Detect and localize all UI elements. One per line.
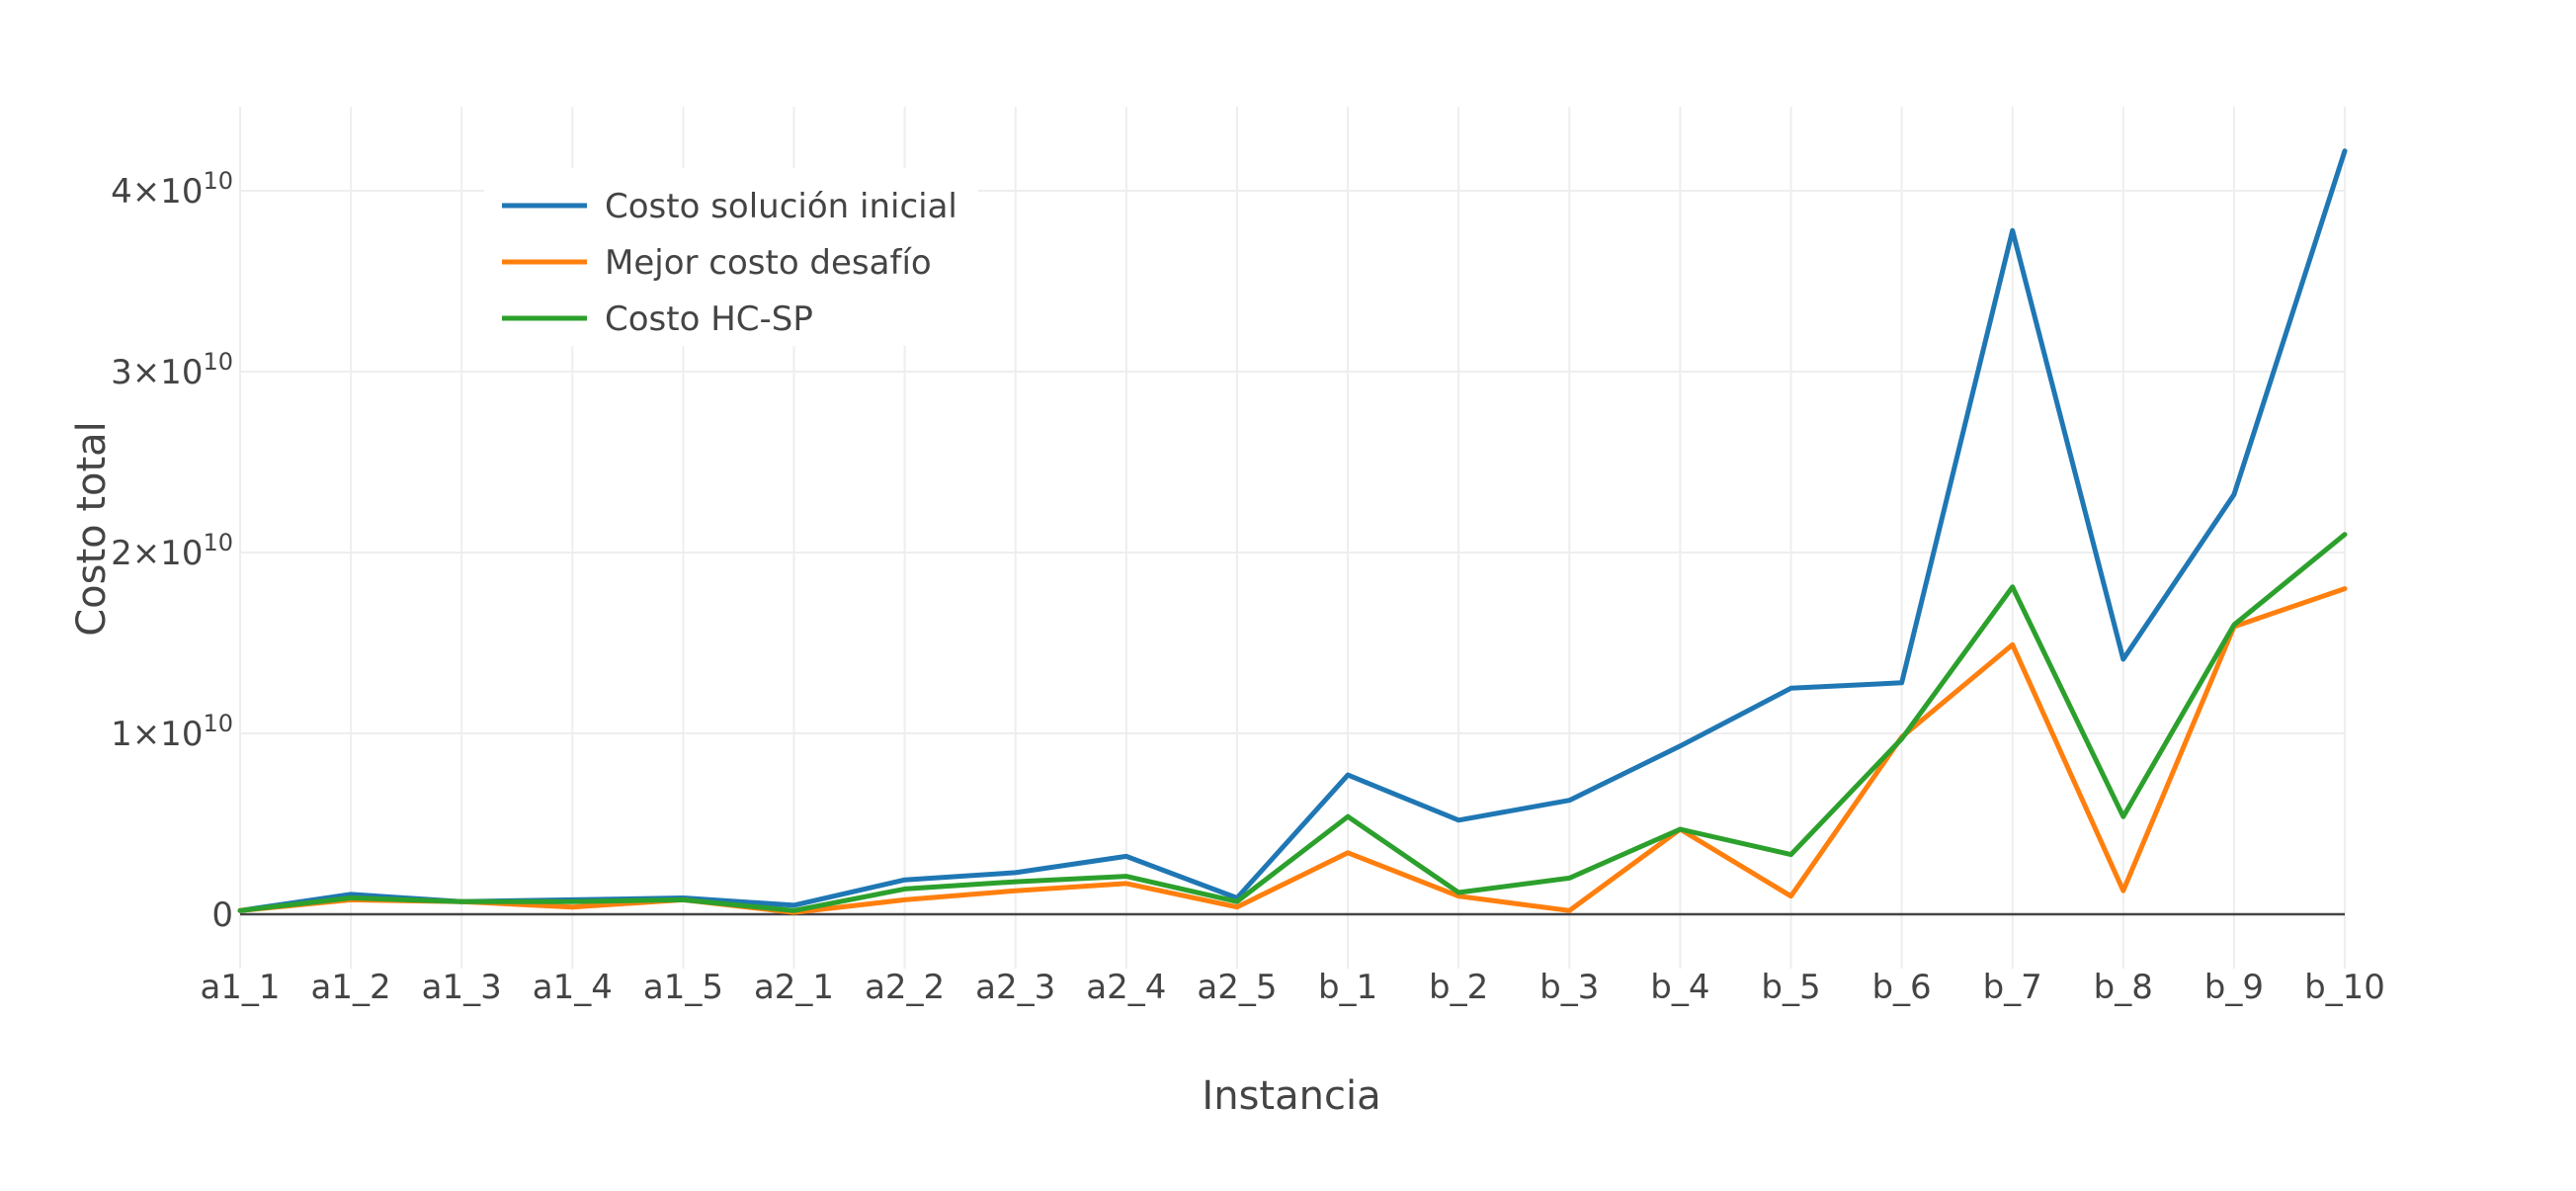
y-axis-title: Costo total [69,421,115,637]
y-tick-labels: 0 1×1010 2×1010 3×1010 4×1010 [111,167,233,935]
x-tick-label: a1_1 [200,968,280,1007]
x-tick-label: a2_4 [1086,968,1166,1007]
x-tick-label: b_4 [1650,968,1709,1007]
y-tick-label: 0 [211,895,233,935]
x-tick-labels: a1_1 a1_2 a1_3 a1_4 a1_5 a2_1 a2_2 a2_3 a2_4 a2_5… [200,968,2384,1007]
x-tick-label: a2_2 [865,968,945,1007]
x-tick-label: a2_3 [975,968,1055,1007]
x-axis-title: Instancia [1202,1073,1380,1119]
x-tick-label: b_9 [2204,968,2264,1007]
x-tick-label: a1_3 [422,968,502,1007]
y-tick-label: 2×1010 [111,529,233,573]
x-tick-label: a1_5 [643,968,723,1007]
legend: Costo solución inicial Mejor costo desafí… [484,168,978,346]
x-tick-label: b_1 [1318,968,1377,1007]
y-tick-label: 1×1010 [111,710,233,754]
series-line-3 [237,532,2348,913]
x-tick-label: b_6 [1871,968,1931,1007]
x-tick-label: b_8 [2094,968,2153,1007]
x-tick-label: a1_4 [533,968,613,1007]
x-tick-label: a1_2 [311,968,391,1007]
x-tick-label: b_5 [1761,968,1820,1007]
series-line-2 [237,586,2348,915]
x-tick-label: b_2 [1429,968,1488,1007]
series-lines [237,148,2348,915]
legend-label: Mejor costo desafío [605,243,932,283]
y-tick-label: 4×1010 [111,167,233,212]
x-tick-label: b_10 [2304,968,2385,1007]
x-tick-label: a2_5 [1197,968,1277,1007]
x-tick-label: b_3 [1539,968,1599,1007]
x-tick-label: b_7 [1983,968,2042,1007]
legend-label: Costo solución inicial [605,187,957,226]
y-tick-label: 3×1010 [111,348,233,392]
legend-label: Costo HC-SP [605,299,813,339]
x-tick-label: a2_1 [754,968,834,1007]
